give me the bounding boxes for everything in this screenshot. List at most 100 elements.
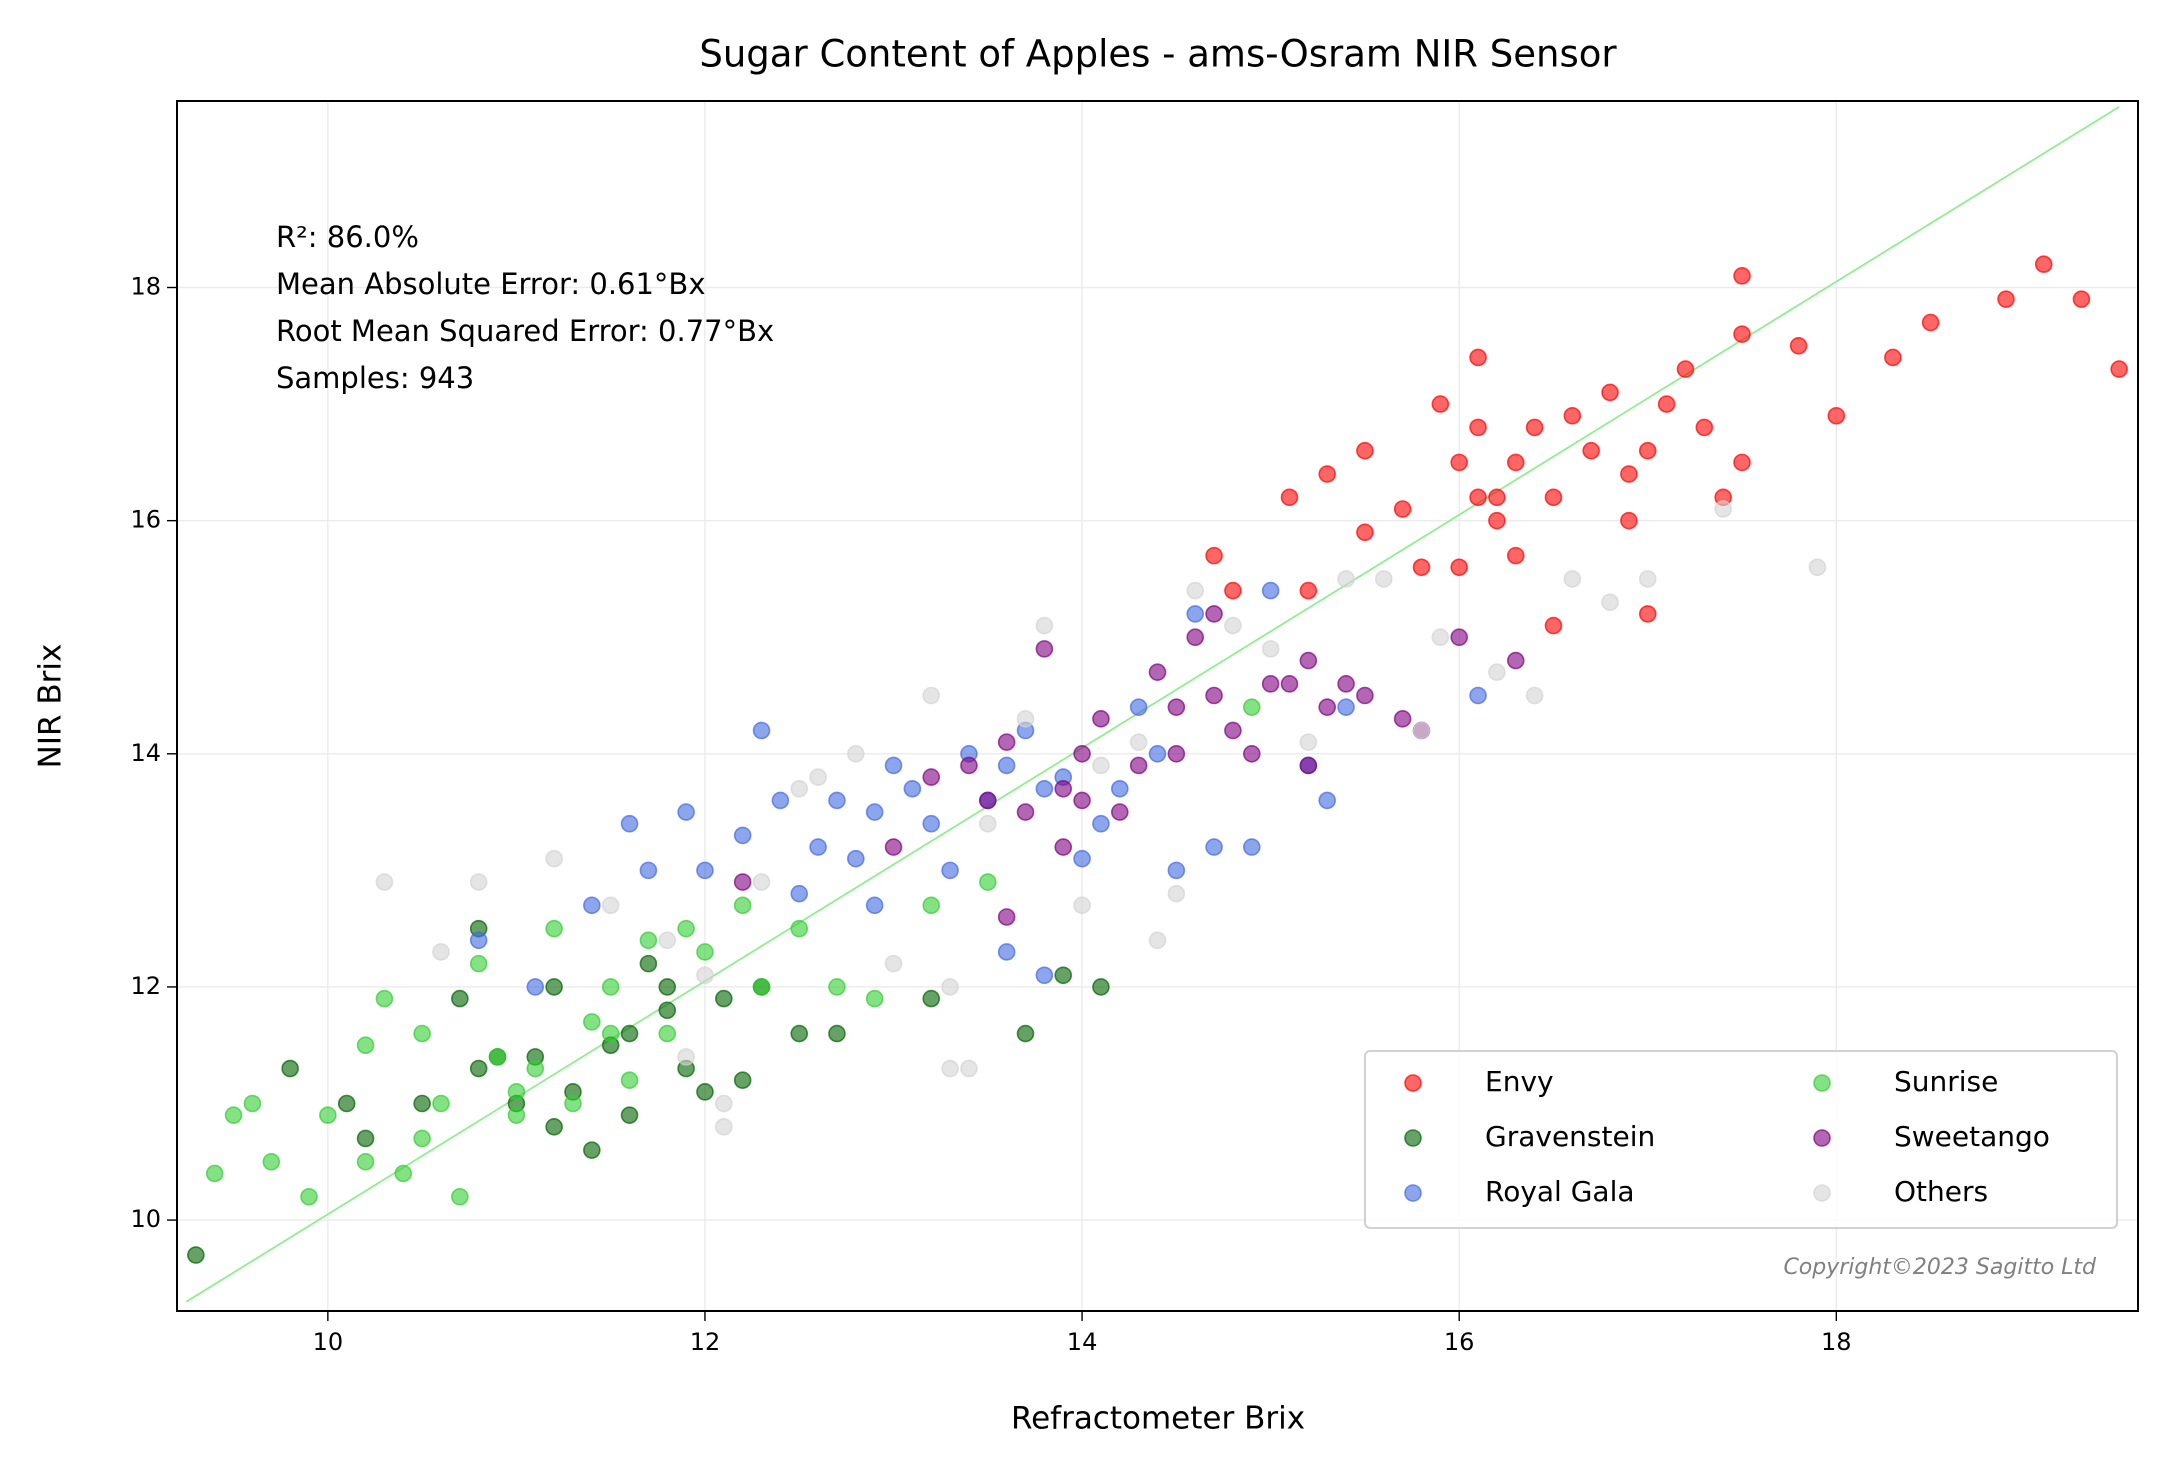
- point: [1356, 523, 1374, 542]
- point: [696, 943, 714, 961]
- point: [847, 849, 865, 868]
- point: [1356, 441, 1374, 460]
- point: [790, 1024, 809, 1043]
- legend-marker: [1404, 1129, 1422, 1147]
- y-tick-label: 12: [130, 972, 161, 1000]
- point: [828, 791, 846, 810]
- point: [545, 919, 563, 938]
- point: [1073, 896, 1091, 915]
- point: [1469, 348, 1487, 367]
- point: [1733, 453, 1751, 472]
- point: [1092, 814, 1110, 833]
- point: [1997, 290, 2015, 308]
- x-axis-label: Refractometer Brix: [1011, 1401, 1305, 1437]
- point: [583, 1013, 601, 1031]
- x-tick-label: 12: [690, 1328, 721, 1356]
- legend-label: Sunrise: [1894, 1065, 1998, 1098]
- point: [451, 989, 469, 1008]
- point: [1431, 628, 1450, 647]
- point: [1035, 640, 1054, 658]
- point: [1714, 500, 1732, 518]
- point: [1506, 453, 1525, 472]
- point: [1129, 756, 1148, 775]
- point: [1488, 663, 1506, 681]
- point: [2072, 290, 2091, 308]
- point: [978, 791, 997, 810]
- point: [1299, 581, 1318, 600]
- point: [526, 1059, 545, 1078]
- point: [677, 803, 695, 821]
- point: [1054, 838, 1073, 856]
- point: [1620, 465, 1638, 483]
- point: [658, 1024, 677, 1043]
- point: [696, 1083, 714, 1101]
- point: [1695, 418, 1714, 437]
- point: [432, 1094, 450, 1113]
- point: [262, 1152, 281, 1171]
- point: [790, 884, 809, 903]
- point: [488, 1048, 507, 1066]
- point: [413, 1024, 431, 1043]
- point: [337, 1094, 356, 1113]
- point: [960, 756, 978, 775]
- point: [941, 978, 959, 996]
- point: [1318, 698, 1337, 716]
- point: [1337, 570, 1355, 588]
- point: [1299, 651, 1318, 670]
- point: [1318, 791, 1337, 810]
- point: [1035, 966, 1054, 985]
- point: [1242, 838, 1261, 856]
- point: [997, 943, 1016, 961]
- point: [1337, 675, 1355, 693]
- point: [451, 1187, 469, 1206]
- point: [1016, 1024, 1035, 1043]
- point: [677, 919, 695, 938]
- point: [658, 1001, 677, 1020]
- point: [1167, 884, 1186, 903]
- point: [809, 768, 827, 786]
- legend-marker: [1404, 1074, 1422, 1092]
- point: [1110, 779, 1129, 798]
- point: [1337, 698, 1355, 716]
- point: [1506, 651, 1525, 670]
- point: [1469, 418, 1487, 437]
- legend-marker: [1813, 1129, 1831, 1147]
- point: [922, 768, 941, 786]
- point: [601, 1024, 620, 1043]
- point: [978, 873, 997, 891]
- point: [356, 1129, 375, 1148]
- point: [1450, 453, 1468, 472]
- point: [601, 896, 620, 915]
- point: [1205, 686, 1223, 705]
- point: [1299, 733, 1318, 751]
- point: [715, 989, 733, 1008]
- point: [1280, 488, 1299, 507]
- point: [1224, 721, 1242, 740]
- point: [1129, 733, 1148, 751]
- point: [1035, 779, 1054, 798]
- point: [564, 1094, 582, 1113]
- point: [1073, 849, 1091, 868]
- point: [1657, 395, 1676, 413]
- point: [526, 978, 545, 996]
- point: [884, 954, 903, 973]
- point: [1092, 710, 1110, 728]
- point: [1224, 616, 1242, 635]
- point: [2034, 255, 2053, 273]
- point: [1205, 838, 1223, 856]
- point: [1356, 686, 1374, 705]
- point: [601, 978, 620, 996]
- point: [658, 978, 677, 996]
- point: [922, 896, 941, 915]
- point: [1035, 616, 1054, 635]
- point: [583, 1141, 601, 1159]
- point: [243, 1094, 262, 1113]
- point: [1167, 698, 1186, 716]
- point: [1808, 558, 1827, 577]
- point: [658, 931, 677, 950]
- point: [1148, 663, 1167, 681]
- point: [1242, 744, 1261, 763]
- point: [1469, 488, 1487, 507]
- point: [413, 1094, 431, 1113]
